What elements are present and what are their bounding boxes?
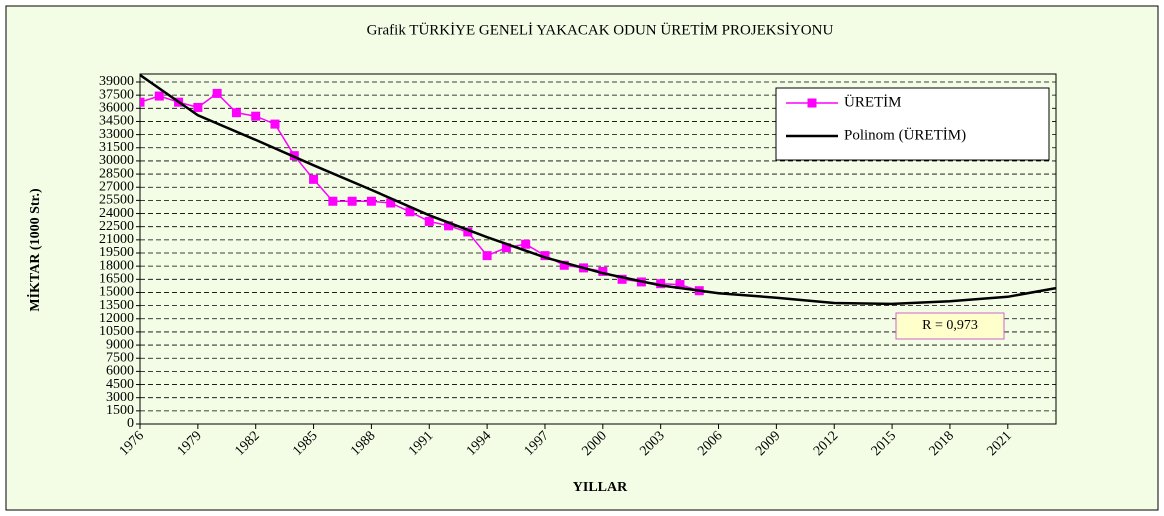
data-point xyxy=(424,216,434,226)
y-tick-label: 1500 xyxy=(106,403,134,418)
data-point xyxy=(386,198,396,208)
y-tick-label: 10500 xyxy=(99,324,134,339)
data-point xyxy=(193,102,203,112)
y-tick-label: 34500 xyxy=(99,114,134,129)
data-point xyxy=(540,251,550,261)
y-tick-label: 16500 xyxy=(99,272,134,287)
data-point xyxy=(405,207,415,217)
y-tick-label: 19500 xyxy=(99,245,134,260)
x-axis-label: YILLAR xyxy=(573,480,628,495)
data-point xyxy=(482,251,492,261)
y-tick-label: 4500 xyxy=(106,377,134,392)
annotation-box xyxy=(895,312,1005,340)
legend-label: ÜRETİM xyxy=(844,93,902,110)
data-point xyxy=(559,260,569,270)
y-tick-label: 30000 xyxy=(99,153,134,168)
y-tick-label: 0 xyxy=(127,416,134,431)
y-tick-label: 37500 xyxy=(99,87,134,102)
data-point xyxy=(309,174,319,184)
marks xyxy=(140,74,1057,306)
data-point xyxy=(444,221,454,231)
y-tick-label: 33000 xyxy=(99,127,134,142)
annotation: R = 0,973 xyxy=(922,318,978,333)
y-tick-label: 39000 xyxy=(99,74,134,89)
data-point xyxy=(251,111,261,121)
data-point xyxy=(212,88,222,98)
data-point xyxy=(521,239,531,249)
data-point xyxy=(366,196,376,206)
chart-title: Grafik TÜRKİYE GENELİ YAKACAK ODUN ÜRETİ… xyxy=(367,21,834,38)
data-point xyxy=(675,280,685,290)
y-tick-label: 12000 xyxy=(99,311,134,326)
legend xyxy=(775,87,1050,161)
y-tick-label: 24000 xyxy=(99,206,134,221)
legend-label: Polinom (ÜRETİM) xyxy=(844,126,966,143)
data-point xyxy=(501,243,511,253)
data-point xyxy=(231,108,241,118)
y-tick-label: 9000 xyxy=(106,337,134,352)
data-point xyxy=(328,196,338,206)
y-tick-label: 28500 xyxy=(99,166,134,181)
data-point xyxy=(347,196,357,206)
y-tick-label: 3000 xyxy=(106,390,134,405)
y-tick-label: 15000 xyxy=(99,285,134,300)
data-point xyxy=(617,274,627,284)
y-tick-label: 36000 xyxy=(99,101,134,116)
series-line xyxy=(140,74,1057,306)
data-point xyxy=(598,266,608,276)
y-tick-label: 31500 xyxy=(99,140,134,155)
data-point xyxy=(154,91,164,101)
y-tick-label: 18000 xyxy=(99,258,134,273)
data-point xyxy=(140,97,145,107)
y-tick-label: 6000 xyxy=(106,364,134,379)
y-tick-label: 7500 xyxy=(106,350,134,365)
y-tick-label: 27000 xyxy=(99,179,134,194)
data-point xyxy=(656,279,666,289)
y-axis-label: MİKTAR (1000 Str.) xyxy=(26,188,43,312)
y-tick-label: 13500 xyxy=(99,298,134,313)
y-tick-label: 25500 xyxy=(99,193,134,208)
y-tick-label: 22500 xyxy=(99,219,134,234)
y-tick-label: 21000 xyxy=(99,232,134,247)
data-point xyxy=(270,119,280,129)
data-point xyxy=(463,227,473,237)
grid xyxy=(136,81,1056,429)
legend-marker xyxy=(807,98,817,108)
